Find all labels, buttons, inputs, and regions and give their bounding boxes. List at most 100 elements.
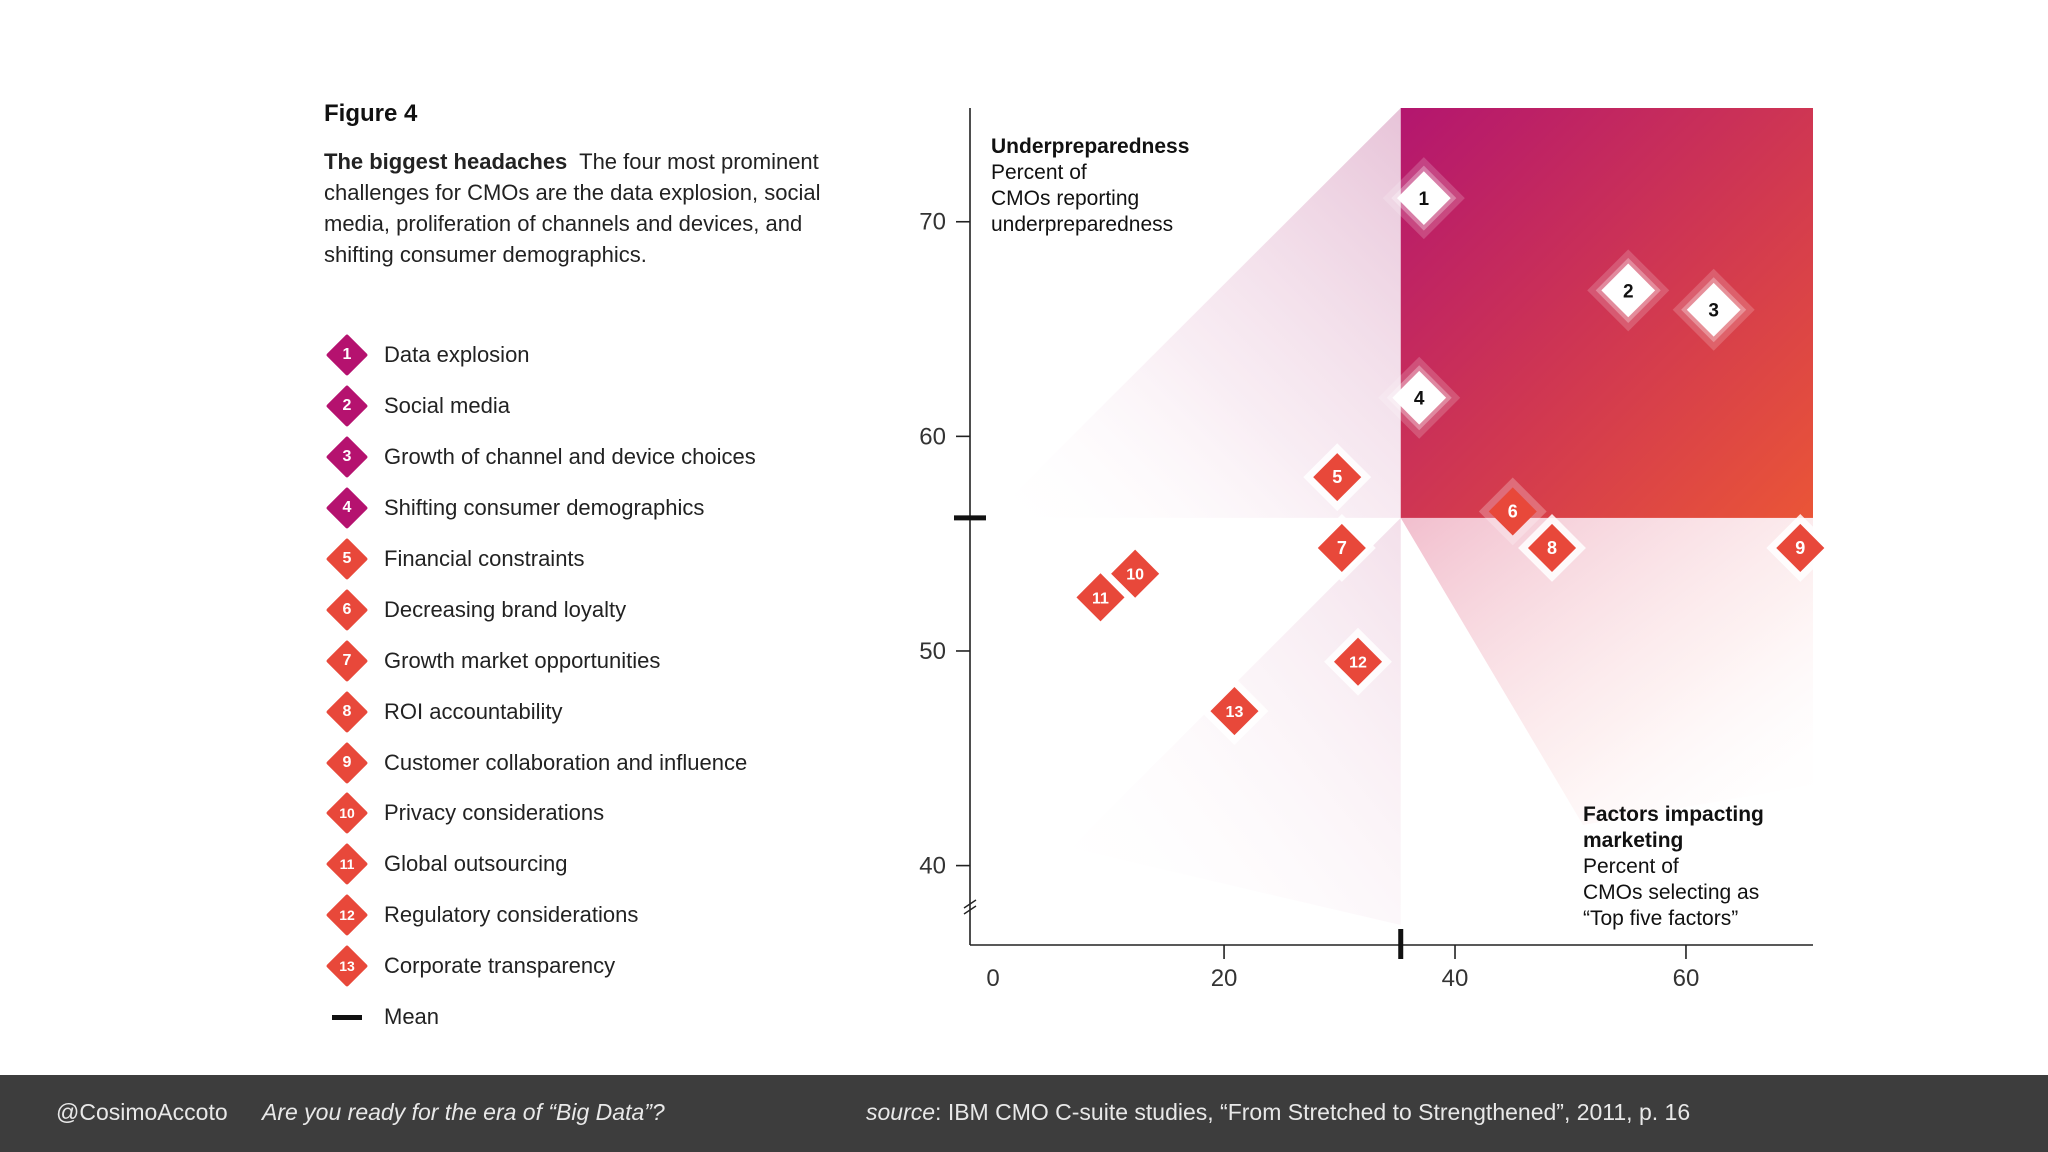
point-label: 10 bbox=[1126, 567, 1144, 584]
legend-item: 3 Growth of channel and device choices bbox=[324, 432, 756, 483]
quadrant-bottom-right bbox=[1400, 517, 1813, 825]
legend-label: Decreasing brand loyalty bbox=[384, 596, 627, 622]
y-axis-break-mark bbox=[963, 905, 977, 915]
legend-label: Financial constraints bbox=[384, 546, 585, 571]
legend-label: Social media bbox=[384, 393, 510, 419]
point-label: 5 bbox=[1332, 467, 1342, 487]
legend-diamond-icon: 6 bbox=[324, 587, 370, 633]
legend-diamond-icon: 8 bbox=[324, 689, 370, 735]
legend-label: Shifting consumer demographics bbox=[384, 495, 705, 521]
legend-number: 11 bbox=[339, 856, 355, 873]
point-label: 4 bbox=[1414, 389, 1425, 410]
x-tick-label: 40 bbox=[1442, 965, 1469, 992]
point-label: 9 bbox=[1795, 538, 1805, 558]
y-tick-label: 60 bbox=[919, 423, 946, 450]
legend-diamond-icon: 2 bbox=[324, 383, 370, 429]
footer-talk-title: Are you ready for the era of “Big Data”? bbox=[262, 1099, 665, 1125]
x-axis-title-line: “Top five factors” bbox=[1583, 907, 1738, 930]
legend-diamond-icon: 11 bbox=[324, 841, 370, 887]
y-axis-title-bold: Underpreparedness bbox=[991, 135, 1189, 158]
legend: 1 Data explosion 2 Social media 3 Growth of c… bbox=[324, 330, 756, 1042]
legend-number: 4 bbox=[342, 499, 352, 517]
x-tick-label: 60 bbox=[1673, 965, 1700, 992]
footer-source-label: source bbox=[866, 1099, 936, 1125]
data-point: 5 bbox=[1303, 443, 1372, 512]
legend-label: Growth market opportunities bbox=[384, 647, 661, 673]
legend-item: 7 Growth market opportunities bbox=[324, 635, 756, 686]
legend-item: 12 Regulatory considerations bbox=[324, 890, 756, 941]
legend-diamond-icon: 13 bbox=[324, 943, 370, 989]
legend-item: 4 Shifting consumer demographics bbox=[324, 483, 756, 534]
data-point: 13 bbox=[1200, 677, 1269, 746]
legend-diamond-icon: 12 bbox=[324, 892, 370, 938]
legend-item: 8 ROI accountability bbox=[324, 686, 756, 737]
legend-item: 2 Social media bbox=[324, 381, 756, 432]
axes: 40 50 60 70 0 20 40 60 bbox=[919, 108, 1813, 992]
legend-item-mean: Mean bbox=[324, 992, 756, 1043]
y-axis-break-mark bbox=[963, 899, 977, 909]
data-point: 3 bbox=[1672, 268, 1755, 351]
legend-label: Privacy considerations bbox=[384, 800, 605, 826]
legend-diamond-icon: 3 bbox=[324, 434, 370, 480]
legend-diamond-icon: 9 bbox=[324, 740, 370, 786]
legend-label: Corporate transparency bbox=[384, 953, 616, 979]
quadrant-backgrounds bbox=[990, 108, 1813, 925]
x-axis-title-bold: Factors impacting bbox=[1583, 803, 1764, 826]
legend-number: 9 bbox=[342, 753, 352, 771]
data-point: 2 bbox=[1587, 249, 1670, 332]
legend-number: 1 bbox=[342, 346, 352, 364]
y-tick-label: 40 bbox=[919, 853, 946, 880]
caption-lead: The biggest headaches bbox=[324, 149, 568, 174]
quadrant-top-right bbox=[1400, 108, 1813, 518]
legend-number: 12 bbox=[339, 907, 355, 924]
legend-number: 6 bbox=[342, 600, 352, 618]
x-axis-title-line: Percent of bbox=[1583, 855, 1679, 878]
legend-number: 13 bbox=[339, 958, 355, 975]
legend-diamond-icon: 1 bbox=[324, 332, 370, 378]
footer-handle: @CosimoAccoto bbox=[56, 1099, 228, 1125]
legend-number: 3 bbox=[342, 448, 352, 466]
x-tick-label: 0 bbox=[986, 965, 999, 992]
legend-number: 10 bbox=[339, 805, 355, 822]
legend-number: 5 bbox=[342, 550, 352, 567]
x-axis-title-bold: marketing bbox=[1583, 829, 1683, 852]
data-point: 11 bbox=[1066, 563, 1135, 632]
point-label: 13 bbox=[1226, 704, 1244, 721]
legend-item: 6 Decreasing brand loyalty bbox=[324, 584, 756, 635]
x-axis-title: Factors impacting marketing Percent of CMOs… bbox=[1583, 803, 1764, 930]
point-label: 6 bbox=[1508, 501, 1518, 521]
y-axis-title: Underpreparedness Percent of CMOs reportin… bbox=[991, 135, 1189, 236]
y-axis-title-line: Percent of bbox=[991, 161, 1087, 184]
caption-body: The four most prominent challenges for C… bbox=[324, 149, 821, 267]
data-point: 8 bbox=[1518, 514, 1586, 582]
x-axis-title-line: CMOs selecting as bbox=[1583, 881, 1759, 904]
point-label: 2 bbox=[1623, 281, 1634, 302]
legend-item: 11 Global outsourcing bbox=[324, 839, 756, 890]
legend-item: 1 Data explosion bbox=[324, 330, 756, 381]
point-label: 1 bbox=[1419, 189, 1430, 210]
figure-caption: The biggest headaches The four most prom… bbox=[324, 146, 844, 270]
y-axis-title-line: underpreparedness bbox=[991, 213, 1173, 236]
point-label: 7 bbox=[1337, 538, 1347, 558]
footer-bar: @CosimoAccoto Are you ready for the era … bbox=[0, 1075, 2048, 1152]
legend-diamond-icon: 7 bbox=[324, 638, 370, 684]
legend-number: 8 bbox=[342, 702, 352, 720]
data-point: 12 bbox=[1324, 627, 1392, 696]
footer-source: source: IBM CMO C-suite studies, “From S… bbox=[866, 1099, 1690, 1126]
legend-label: Growth of channel and device choices bbox=[384, 444, 756, 470]
legend-label-mean: Mean bbox=[384, 1004, 440, 1030]
legend-label: Customer collaboration and influence bbox=[384, 749, 748, 775]
data-point: 4 bbox=[1378, 356, 1461, 439]
y-axis-title-line: CMOs reporting bbox=[991, 187, 1139, 210]
legend-number: 2 bbox=[342, 397, 352, 415]
legend-label: ROI accountability bbox=[384, 698, 563, 724]
legend-diamond-icon: 10 bbox=[324, 790, 370, 836]
point-label: 12 bbox=[1349, 655, 1367, 672]
y-tick-label: 70 bbox=[919, 209, 946, 236]
axis-titles: Underpreparedness Percent of CMOs reportin… bbox=[991, 135, 1764, 930]
point-label: 11 bbox=[1092, 590, 1109, 607]
data-point: 6 bbox=[1478, 477, 1547, 546]
legend-item: 10 Privacy considerations bbox=[324, 788, 756, 839]
legend-number: 7 bbox=[342, 651, 352, 669]
